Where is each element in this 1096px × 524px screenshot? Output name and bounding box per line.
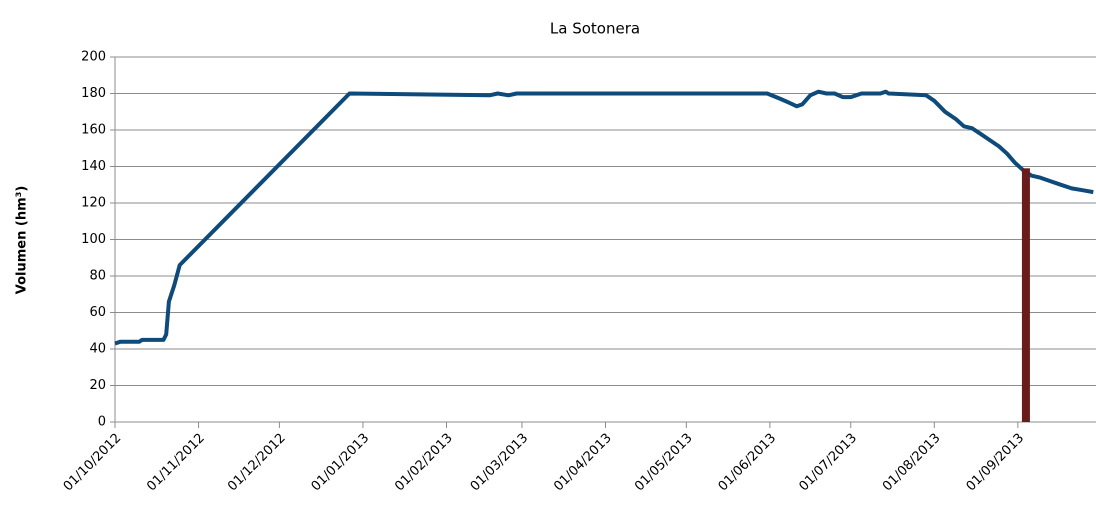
x-tick-label: 01/04/2013: [551, 431, 615, 495]
x-tick-label: 01/06/2013: [716, 431, 780, 495]
y-tick-label: 0: [98, 415, 106, 430]
y-tick-label: 200: [81, 50, 106, 65]
x-tick-label: 01/01/2013: [309, 431, 373, 495]
x-tick-label: 01/03/2013: [468, 431, 532, 495]
x-tick-label: 01/02/2013: [392, 431, 456, 495]
x-tick-label: 01/09/2013: [964, 431, 1028, 495]
y-tick-label: 40: [89, 342, 106, 357]
x-tick-label: 01/12/2012: [225, 431, 289, 495]
y-tick-label: 140: [81, 159, 106, 174]
x-tick-label: 01/07/2013: [796, 431, 860, 495]
y-tick-label: 120: [81, 196, 106, 211]
y-tick-label: 100: [81, 232, 106, 247]
x-tick-label: 01/11/2012: [144, 431, 208, 495]
x-tick-label: 01/10/2012: [61, 431, 125, 495]
chart-title: La Sotonera: [550, 20, 640, 38]
bar: [1021, 168, 1030, 422]
y-tick-label: 180: [81, 86, 106, 101]
y-axis-label: Volumen (hm³): [15, 186, 30, 295]
line: [114, 89, 1094, 346]
x-tick-label: 01/05/2013: [632, 431, 696, 495]
x-tick-label: 01/08/2013: [880, 431, 944, 495]
y-tick-label: 60: [89, 305, 106, 320]
y-tick-label: 20: [89, 378, 106, 393]
y-tick-label: 160: [81, 123, 106, 138]
y-tick-label: 80: [89, 269, 106, 284]
